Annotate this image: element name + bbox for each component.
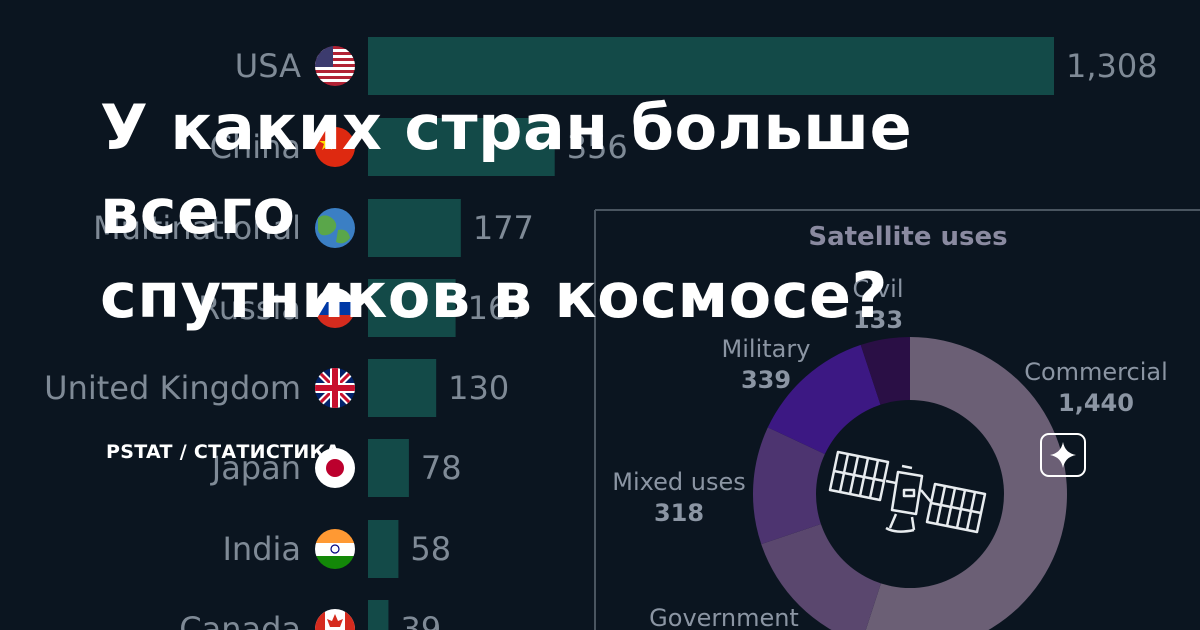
bar-4 [368, 359, 437, 417]
bar-category-label: USA [235, 47, 301, 85]
uk-flag-icon [315, 368, 355, 408]
canada-flag-icon [315, 609, 355, 630]
page-title: У каких стран больше всего спутников в к… [100, 86, 1100, 338]
brand-label: PSTAT / СТАТИСТИКА [106, 441, 341, 463]
bar-value-label: 167 [468, 289, 529, 327]
bar-3 [368, 279, 456, 337]
china-flag-icon [315, 127, 355, 167]
globe-flag-icon [315, 208, 355, 248]
donut-value-label: 318 [654, 499, 704, 527]
bar-category-label: Japan [210, 449, 301, 487]
bar-value-label: 78 [421, 449, 462, 487]
bar-6 [368, 520, 399, 578]
bar-category-label: Russia [198, 289, 301, 327]
donut-label: Government [649, 604, 799, 630]
bar-value-label: 58 [410, 530, 451, 568]
title-line-2: спутников в космосе? [100, 259, 888, 332]
bar-1 [368, 118, 555, 176]
title-line-1: У каких стран больше всего [100, 91, 913, 248]
satellite-icon [828, 450, 987, 534]
donut-label: Military [722, 335, 811, 363]
donut-label: Civil [853, 275, 904, 303]
donut-value-label: 133 [853, 306, 903, 334]
donut-label: Mixed uses [612, 468, 745, 496]
donut-value-label: 1,440 [1058, 389, 1134, 417]
bar-value-label: 1,308 [1066, 47, 1158, 85]
sparkle-icon [1050, 442, 1076, 468]
bar-category-label: United Kingdom [44, 369, 301, 407]
bar-chart: USA 1,308 China 356 Multinational 177 Russia 16… [44, 37, 1158, 630]
donut-title: Satellite uses [808, 222, 1007, 252]
donut-label: Commercial [1024, 358, 1168, 386]
bar-7 [368, 600, 389, 630]
bar-2 [368, 199, 461, 257]
bar-category-label: China [210, 128, 301, 166]
sparkle-button[interactable] [1040, 433, 1086, 477]
bar-category-label: Canada [179, 610, 301, 630]
usa-flag-icon [315, 46, 355, 86]
bar-value-label: 130 [448, 369, 509, 407]
donut-value-label: 339 [741, 366, 791, 394]
bar-0 [368, 37, 1054, 95]
russia-flag-icon [315, 288, 355, 328]
bar-category-label: India [222, 530, 301, 568]
india-flag-icon [315, 529, 355, 569]
bar-category-label: Multinational [93, 209, 301, 247]
bar-5 [368, 439, 409, 497]
bar-value-label: 177 [473, 209, 534, 247]
donut-hole [816, 400, 1004, 588]
bar-value-label: 356 [567, 128, 628, 166]
japan-flag-icon [315, 448, 355, 488]
bar-value-label: 39 [400, 610, 441, 630]
